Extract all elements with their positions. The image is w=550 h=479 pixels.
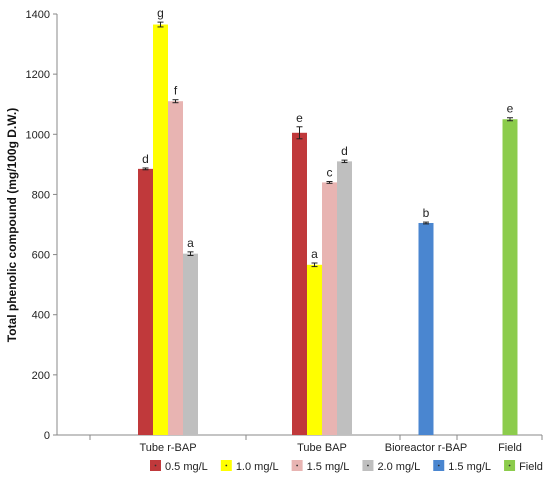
bar: [418, 222, 434, 435]
legend: 0.5 mg/L 1.0 mg/L 1.5 mg/L 2.0 mg/L 1.5 mg/L…: [150, 460, 543, 473]
significance-letter: g: [157, 6, 164, 20]
y-tick-label: 600: [32, 250, 50, 262]
legend-label: 1.5 mg/L: [448, 461, 491, 473]
bar: [307, 264, 322, 435]
y-tick-label: 200: [32, 370, 50, 382]
category-label: Bioreactor r-BAP: [385, 442, 468, 454]
significance-letter: e: [296, 111, 303, 125]
bar: [337, 161, 352, 435]
legend-label: 1.0 mg/L: [236, 461, 279, 473]
y-tick-label: 1200: [26, 69, 50, 81]
significance-letter: e: [507, 102, 514, 116]
significance-letter: d: [142, 152, 149, 166]
significance-letter: a: [311, 247, 318, 261]
y-axis-title: Total phenolic compound (mg/100g D.W.): [5, 108, 19, 342]
y-tick-label: 0: [44, 430, 50, 442]
category-label: Tube BAP: [297, 442, 347, 454]
category-label: Field: [498, 442, 522, 454]
significance-letter: d: [341, 144, 348, 158]
bars: [138, 21, 518, 436]
significance-letter: a: [187, 236, 194, 250]
bar: [292, 132, 307, 435]
bar: [153, 24, 168, 436]
y-tick-label: 1400: [26, 9, 50, 21]
significance-letter: b: [423, 206, 430, 220]
legend-swatch-dot: [508, 464, 511, 467]
bar: [138, 168, 153, 435]
legend-swatch-dot: [225, 464, 228, 467]
bar: [168, 101, 183, 435]
category-label: Tube r-BAP: [139, 442, 196, 454]
legend-swatch-dot: [296, 464, 299, 467]
bar: [502, 119, 518, 435]
y-tick-label: 800: [32, 189, 50, 201]
bar: [322, 182, 337, 435]
axes: 0 200 400 600 800 1000 1200 1400: [26, 9, 543, 442]
legend-swatch-dot: [437, 464, 440, 467]
y-tick-label: 400: [32, 310, 50, 322]
legend-label: 2.0 mg/L: [377, 461, 420, 473]
legend-swatch-dot: [367, 464, 369, 467]
significance-letter: c: [327, 165, 333, 179]
bar: [183, 253, 198, 435]
legend-swatch-dot: [154, 464, 157, 467]
y-tick-label: 1000: [26, 129, 50, 141]
legend-label: 0.5 mg/L: [165, 461, 208, 473]
legend-label: Field: [519, 461, 543, 473]
legend-label: 1.5 mg/L: [307, 461, 350, 473]
significance-letter: f: [174, 84, 178, 98]
